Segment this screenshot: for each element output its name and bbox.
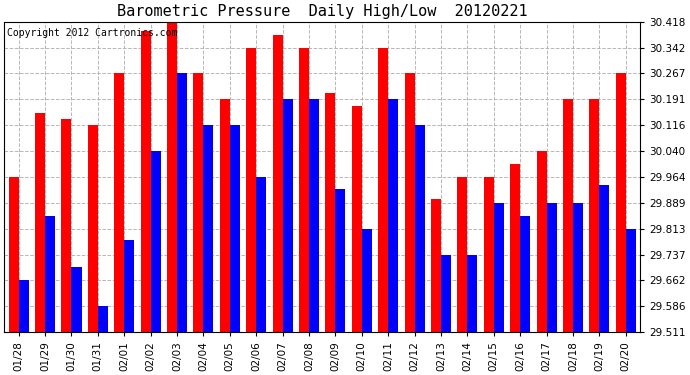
Bar <box>88 125 98 332</box>
Bar <box>193 74 204 332</box>
Bar <box>510 164 520 332</box>
Bar <box>467 255 477 332</box>
Bar <box>589 99 600 332</box>
Bar <box>204 125 213 332</box>
Bar <box>19 280 29 332</box>
Bar <box>546 202 557 332</box>
Bar <box>35 113 45 332</box>
Bar <box>537 151 546 332</box>
Bar <box>167 22 177 332</box>
Bar <box>494 202 504 332</box>
Bar <box>124 240 135 332</box>
Bar <box>177 74 187 332</box>
Bar <box>273 35 283 332</box>
Bar <box>326 93 335 332</box>
Bar <box>256 177 266 332</box>
Bar <box>457 177 467 332</box>
Bar <box>484 177 494 332</box>
Bar <box>431 199 441 332</box>
Bar <box>600 185 609 332</box>
Bar <box>415 125 424 332</box>
Bar <box>61 119 72 332</box>
Bar <box>441 255 451 332</box>
Bar <box>115 74 124 332</box>
Bar <box>352 106 362 332</box>
Bar <box>299 48 309 332</box>
Bar <box>230 125 240 332</box>
Bar <box>9 177 19 332</box>
Bar <box>45 216 55 332</box>
Bar <box>98 306 108 332</box>
Bar <box>573 202 583 332</box>
Bar <box>404 74 415 332</box>
Bar <box>246 48 256 332</box>
Bar <box>378 48 388 332</box>
Title: Barometric Pressure  Daily High/Low  20120221: Barometric Pressure Daily High/Low 20120… <box>117 4 528 19</box>
Bar <box>362 229 372 332</box>
Bar <box>141 31 150 332</box>
Bar <box>335 189 346 332</box>
Bar <box>72 267 81 332</box>
Bar <box>388 99 398 332</box>
Bar <box>309 99 319 332</box>
Bar <box>520 216 530 332</box>
Bar <box>150 151 161 332</box>
Bar <box>220 99 230 332</box>
Bar <box>626 229 635 332</box>
Bar <box>283 99 293 332</box>
Bar <box>615 74 626 332</box>
Bar <box>563 99 573 332</box>
Text: Copyright 2012 Cartronics.com: Copyright 2012 Cartronics.com <box>8 28 178 38</box>
